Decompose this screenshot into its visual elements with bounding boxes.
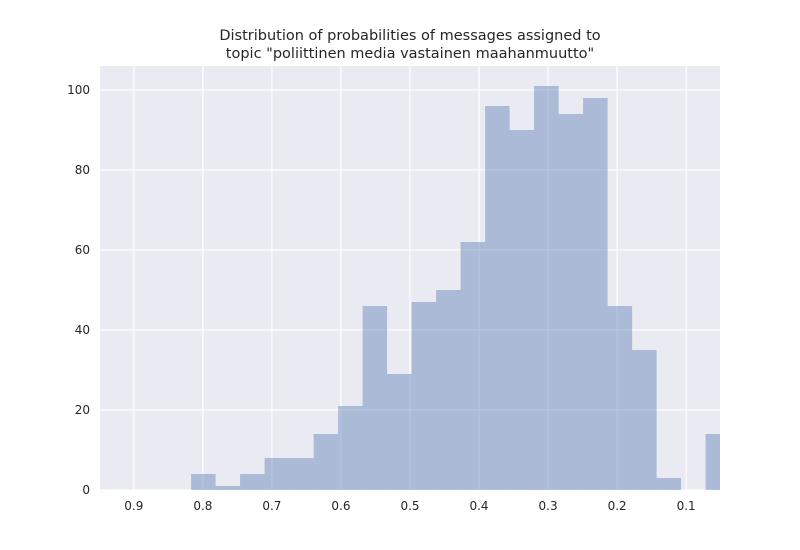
y-tick-label: 60 [75, 243, 90, 257]
chart-title: Distribution of probabilities of message… [219, 28, 600, 44]
bar [558, 114, 584, 490]
x-tick-label: 0.9 [124, 499, 143, 513]
bar [583, 98, 608, 490]
bar [656, 478, 682, 490]
x-tick-label: 0.2 [608, 499, 627, 513]
bar [632, 350, 657, 490]
y-tick-label: 20 [75, 403, 90, 417]
bar [240, 474, 265, 490]
bar [460, 242, 486, 490]
y-tick-label: 40 [75, 323, 90, 337]
bar [313, 434, 339, 490]
bar [705, 434, 720, 490]
bar [509, 130, 535, 490]
bar [264, 458, 290, 490]
x-tick-label: 0.3 [539, 499, 558, 513]
bars [191, 86, 720, 490]
bar [362, 306, 388, 490]
chart-title: topic "poliittinen media vastainen maaha… [226, 46, 594, 62]
bar [534, 86, 559, 490]
x-tick-label: 0.8 [193, 499, 212, 513]
bar [607, 306, 633, 490]
bar [485, 106, 510, 490]
bar [215, 486, 241, 490]
bar [338, 406, 363, 490]
bar [436, 290, 461, 490]
x-tick-label: 0.5 [400, 499, 419, 513]
bar [411, 302, 437, 490]
grid [100, 66, 720, 491]
bar [191, 474, 216, 490]
y-tick-label: 0 [82, 483, 90, 497]
bar [289, 458, 314, 490]
x-tick-label: 0.4 [469, 499, 488, 513]
x-tick-label: 0.6 [331, 499, 350, 513]
y-tick-label: 100 [67, 83, 90, 97]
x-tick-label: 0.1 [677, 499, 696, 513]
bar [387, 374, 412, 490]
y-tick-label: 80 [75, 163, 90, 177]
x-tick-label: 0.7 [262, 499, 281, 513]
